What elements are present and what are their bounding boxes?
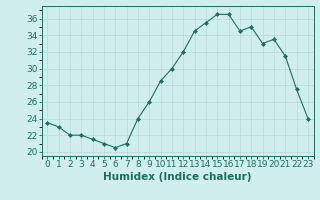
X-axis label: Humidex (Indice chaleur): Humidex (Indice chaleur) <box>103 172 252 182</box>
